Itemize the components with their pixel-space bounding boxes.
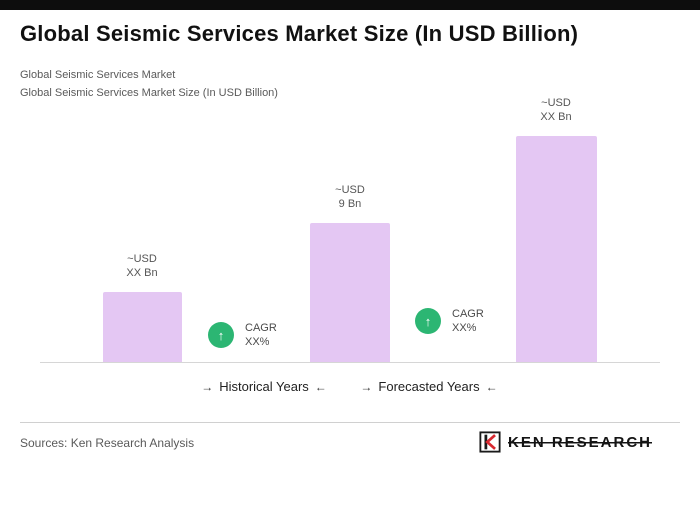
- x-axis-line: [40, 362, 660, 363]
- growth-up-arrow-icon: ↑: [208, 322, 234, 348]
- sources-text: Sources: Ken Research Analysis: [20, 436, 195, 450]
- growth-up-arrow-icon: ↑: [415, 308, 441, 334]
- bar-value-line2: XX Bn: [540, 111, 572, 123]
- ken-research-logo: KEN RESEARCH: [479, 431, 652, 453]
- bar-value-label: ~USD XX Bn: [126, 252, 157, 280]
- bar-forecasted: [516, 136, 597, 362]
- cagr-label: CAGR: [245, 322, 277, 334]
- cagr-badge-historical: ↑ CAGR XX%: [208, 321, 277, 349]
- bar-value-label: ~USD XX Bn: [540, 96, 571, 124]
- up-arrow-glyph: ↑: [217, 327, 225, 343]
- bar-value-line1: ~USD: [335, 184, 365, 196]
- cagr-text: CAGR XX%: [245, 321, 277, 349]
- historical-years-label: → Historical Years ←: [201, 379, 327, 394]
- up-arrow-glyph: ↑: [424, 313, 432, 329]
- cagr-text: CAGR XX%: [452, 307, 484, 335]
- chart-subtitle-size: Global Seismic Services Market Size (In …: [20, 87, 278, 99]
- ken-research-logo-text: KEN RESEARCH: [507, 433, 652, 451]
- forecasted-years-label: → Forecasted Years ←: [360, 379, 497, 394]
- chart-subtitle-market: Global Seismic Services Market: [20, 69, 176, 81]
- period-label-text: Forecasted Years: [378, 379, 480, 394]
- bar-value-label: ~USD 9 Bn: [335, 183, 365, 211]
- period-label-text: Historical Years: [219, 379, 309, 394]
- bar-historical-1: [103, 292, 182, 362]
- arrow-right-icon: →: [360, 379, 373, 394]
- cagr-badge-forecasted: ↑ CAGR XX%: [415, 307, 484, 335]
- arrow-left-icon: ←: [485, 379, 498, 394]
- bar-historical-2: [310, 223, 390, 362]
- bar-value-line1: ~USD: [541, 97, 571, 109]
- arrow-left-icon: ←: [314, 379, 327, 394]
- bar-value-line2: 9 Bn: [338, 198, 362, 210]
- bar-value-line1: ~USD: [127, 253, 157, 265]
- page-title: Global Seismic Services Market Size (In …: [20, 21, 579, 46]
- bar-value-line2: XX Bn: [126, 267, 158, 279]
- bar-chart: ~USD XX Bn ~USD 9 Bn ~USD XX Bn: [0, 85, 700, 363]
- ken-research-logo-icon: [479, 431, 501, 453]
- arrow-right-icon: →: [201, 379, 214, 394]
- cagr-value: XX%: [245, 336, 270, 348]
- cagr-value: XX%: [452, 322, 477, 334]
- cagr-label: CAGR: [452, 308, 484, 320]
- top-accent-bar: [0, 0, 700, 10]
- footer-divider: [20, 422, 680, 423]
